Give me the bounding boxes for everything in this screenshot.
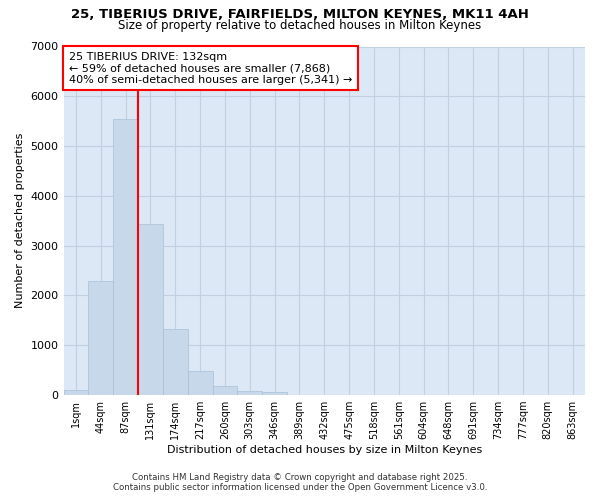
Text: Size of property relative to detached houses in Milton Keynes: Size of property relative to detached ho… <box>118 18 482 32</box>
Bar <box>138 224 163 395</box>
Bar <box>64 390 88 395</box>
Bar <box>88 280 113 395</box>
Y-axis label: Number of detached properties: Number of detached properties <box>15 133 25 308</box>
Text: Contains HM Land Registry data © Crown copyright and database right 2025.
Contai: Contains HM Land Registry data © Crown c… <box>113 473 487 492</box>
Text: 25 TIBERIUS DRIVE: 132sqm
← 59% of detached houses are smaller (7,868)
40% of se: 25 TIBERIUS DRIVE: 132sqm ← 59% of detac… <box>69 52 352 85</box>
X-axis label: Distribution of detached houses by size in Milton Keynes: Distribution of detached houses by size … <box>167 445 482 455</box>
Bar <box>188 371 212 395</box>
Bar <box>262 392 287 395</box>
Bar <box>113 118 138 395</box>
Bar <box>238 390 262 395</box>
Text: 25, TIBERIUS DRIVE, FAIRFIELDS, MILTON KEYNES, MK11 4AH: 25, TIBERIUS DRIVE, FAIRFIELDS, MILTON K… <box>71 8 529 20</box>
Bar <box>212 386 238 395</box>
Bar <box>163 330 188 395</box>
